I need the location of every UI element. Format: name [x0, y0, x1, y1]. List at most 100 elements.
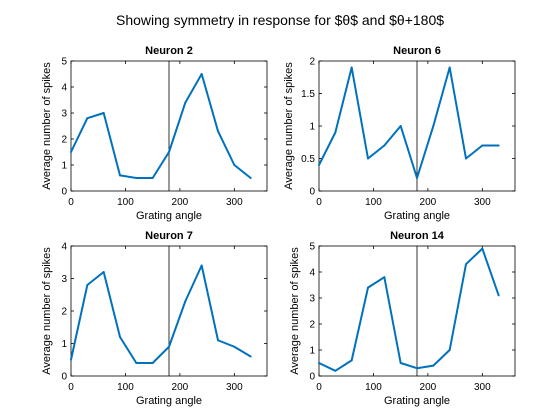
data-point: [350, 66, 353, 69]
data-point: [497, 144, 500, 147]
data-point: [119, 336, 121, 338]
data-point: [217, 339, 219, 342]
data-point: [200, 73, 203, 75]
y-axis-label: Average number of spikes: [289, 247, 301, 375]
y-tick-label: 3: [61, 274, 67, 285]
y-tick-label: 5: [61, 57, 67, 68]
data-point: [168, 151, 170, 153]
data-point: [383, 144, 386, 147]
data-point: [184, 101, 187, 104]
data-point: [416, 367, 418, 370]
x-axis-label: Grating angle: [136, 210, 202, 222]
y-tick-label: 1: [61, 339, 67, 350]
y-tick-label: 1: [309, 346, 315, 357]
y-tick-label: 1: [309, 122, 315, 133]
x-tick-label: 300: [474, 197, 491, 208]
data-point: [350, 359, 353, 362]
x-axis-label: Grating angle: [384, 210, 450, 222]
x-tick-label: 100: [365, 197, 382, 208]
data-point: [399, 362, 402, 364]
y-tick-label: 3: [309, 294, 315, 305]
x-tick-label: 200: [172, 382, 189, 393]
x-tick-label: 200: [420, 382, 437, 393]
x-tick-label: 0: [316, 382, 322, 393]
y-tick-label: 4: [61, 242, 67, 253]
data-point: [432, 125, 435, 127]
y-axis-label: Average number of spikes: [41, 62, 53, 190]
data-point: [135, 177, 138, 179]
data-point: [249, 177, 252, 179]
data-point: [399, 125, 402, 127]
data-point: [70, 151, 72, 153]
y-tick-label: 5: [309, 242, 315, 253]
x-tick-label: 0: [316, 197, 322, 208]
x-tick-label: 0: [68, 197, 74, 208]
data-point: [119, 174, 121, 177]
y-tick-label: 4: [309, 268, 315, 279]
data-point: [135, 362, 138, 364]
data-point: [367, 157, 369, 160]
y-tick-label: 1.5: [301, 89, 315, 100]
data-point: [151, 362, 154, 364]
y-tick-label: 4: [61, 83, 67, 94]
x-tick-label: 200: [420, 197, 437, 208]
y-tick-label: 0: [61, 187, 67, 198]
data-point: [334, 131, 337, 134]
data-point: [318, 164, 320, 166]
x-tick-label: 300: [474, 382, 491, 393]
data-point: [432, 364, 435, 367]
data-point: [86, 284, 89, 286]
data-point: [184, 300, 187, 303]
data-point: [102, 112, 105, 114]
y-tick-label: 0.5: [301, 154, 315, 165]
data-point: [383, 276, 386, 279]
series-line: [318, 247, 500, 372]
data-point: [200, 264, 203, 267]
x-axis-label: Grating angle: [384, 395, 450, 407]
y-tick-label: 1: [61, 161, 67, 172]
data-point: [102, 271, 105, 273]
x-axis-label: Grating angle: [136, 395, 202, 407]
subplot-neuron-2: 0 100 200 300 0 1 2 3 4 5 Neuron 2 Grating angle Ave…: [41, 45, 268, 222]
data-point: [448, 349, 451, 351]
x-tick-label: 100: [365, 382, 382, 393]
y-tick-label: 2: [309, 57, 315, 68]
subplot-neuron-6: 0 100 200 300 0 0.5 1 1.5 2 Neuron 6 Grating angle…: [283, 45, 516, 222]
figure-title: Showing symmetry in response for $θ$ and…: [115, 12, 445, 28]
data-point: [448, 66, 451, 69]
y-tick-label: 3: [61, 109, 67, 120]
y-axis-label: Average number of spikes: [283, 62, 295, 190]
x-tick-label: 100: [117, 197, 134, 208]
x-tick-label: 300: [226, 197, 243, 208]
data-point: [367, 286, 369, 289]
data-point: [168, 345, 170, 348]
x-tick-label: 0: [68, 382, 74, 393]
data-point: [481, 247, 484, 250]
data-point: [465, 157, 467, 160]
subplot-title: Neuron 14: [390, 230, 445, 242]
y-tick-label: 2: [61, 307, 67, 318]
data-point: [481, 144, 484, 147]
data-point: [465, 263, 467, 266]
data-point: [233, 345, 236, 348]
y-tick-label: 2: [61, 135, 67, 146]
subplot-title: Neuron 7: [145, 230, 193, 242]
subplot-neuron-14: 0 100 200 300 0 1 2 3 4 5 Neuron 14 Grating angle Av…: [289, 230, 516, 407]
y-tick-label: 0: [309, 372, 315, 383]
y-tick-label: 0: [309, 187, 315, 198]
x-tick-label: 100: [117, 382, 134, 393]
data-point: [497, 294, 500, 297]
data-point: [318, 362, 320, 364]
data-point: [70, 358, 72, 361]
subplot-title: Neuron 2: [145, 45, 193, 57]
x-tick-label: 300: [226, 382, 243, 393]
series-line: [70, 73, 252, 179]
series-line: [318, 66, 499, 179]
y-axis-label: Average number of spikes: [41, 247, 53, 375]
data-point: [151, 177, 154, 179]
subplot-title: Neuron 6: [393, 45, 441, 57]
y-tick-label: 2: [309, 320, 315, 331]
data-point: [217, 130, 219, 133]
